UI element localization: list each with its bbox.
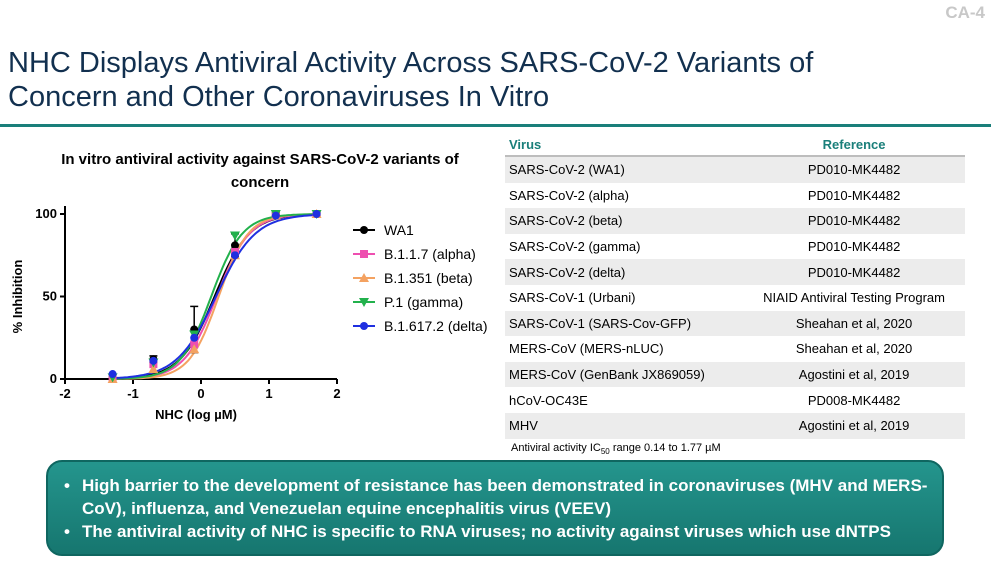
x-axis-label: NHC (log µM)	[155, 407, 237, 422]
legend-marker	[359, 273, 369, 282]
table-cell-virus: SARS-CoV-2 (WA1)	[505, 156, 744, 183]
table-cell-virus: SARS-CoV-1 (Urbani)	[505, 284, 744, 311]
data-point	[230, 231, 240, 241]
table-header-row: Virus Reference	[505, 133, 965, 157]
data-point	[149, 356, 158, 365]
fit-curve-b.1.617.2	[109, 213, 321, 380]
table-cell-reference: PD010-MK4482	[743, 182, 965, 209]
legend-label: B.1.617.2 (delta)	[384, 318, 488, 334]
bullet-dot: •	[64, 522, 70, 541]
data-point	[189, 344, 200, 354]
chart-title: In vitro antiviral activity against SARS…	[61, 151, 459, 191]
table-cell-virus: MERS-CoV (GenBank JX869059)	[505, 361, 744, 388]
table-cell-virus: MERS-CoV (MERS-nLUC)	[505, 336, 744, 362]
ic50-footnote: Antiviral activity IC50 range 0.14 to 1.…	[511, 442, 721, 456]
virus-reference-table: Virus Reference SARS-CoV-2 (WA1) PD010-MK…	[505, 133, 965, 439]
table-cell-reference: Sheahan et al, 2020	[743, 336, 965, 362]
legend-label: B.1.351 (beta)	[384, 270, 473, 286]
legend-label: B.1.1.7 (alpha)	[384, 246, 476, 262]
legend-marker	[360, 250, 368, 258]
callout-bullet-text: High barrier to the development of resis…	[82, 476, 928, 518]
data-point	[108, 370, 117, 379]
table-body: SARS-CoV-2 (WA1) PD010-MK4482 SARS-CoV-2 (…	[505, 156, 965, 439]
table-cell-reference: NIAID Antiviral Testing Program	[743, 284, 965, 311]
dose-response-chart: 0 50 100 -2 -1 0 1 2 NHC (log µM) % Inhibition WA1…	[10, 206, 488, 422]
y-tick-label: 0	[50, 371, 57, 386]
x-tick-label: -1	[127, 386, 139, 401]
table-row: MERS-CoV (GenBank JX869059) Agostini et a…	[505, 361, 965, 388]
table-cell-reference: PD010-MK4482	[743, 259, 965, 285]
footnote-prefix: Antiviral activity IC	[511, 442, 601, 454]
table-cell-reference: PD010-MK4482	[743, 156, 965, 183]
table-cell-reference: PD008-MK4482	[743, 387, 965, 413]
x-tick-label: -2	[59, 386, 71, 401]
y-tick-label: 50	[43, 289, 57, 304]
y-tick-label: 100	[35, 206, 57, 221]
key-points-callout: • High barrier to the development of resi…	[46, 460, 944, 556]
fit-curve-wa1	[109, 213, 320, 380]
legend-label: WA1	[384, 222, 414, 238]
table-cell-virus: SARS-CoV-2 (beta)	[505, 208, 744, 234]
data-point	[312, 210, 321, 218]
table-row: SARS-CoV-2 (gamma) PD010-MK4482	[505, 233, 965, 260]
table-header-virus: Virus	[505, 133, 744, 157]
legend-label: P.1 (gamma)	[384, 294, 463, 310]
table-cell-virus: SARS-CoV-1 (SARS-Cov-GFP)	[505, 310, 744, 337]
data-point	[271, 211, 280, 220]
table-cell-reference: Agostini et al, 2019	[743, 412, 965, 439]
callout-bullet: • The antiviral activity of NHC is specif…	[64, 520, 928, 543]
footnote-subscript: 50	[600, 447, 610, 457]
table-cell-reference: Agostini et al, 2019	[743, 361, 965, 388]
legend-marker	[360, 322, 368, 330]
table-cell-virus: MHV	[505, 412, 744, 439]
fit-curve-p.1	[109, 213, 320, 380]
table-cell-reference: Sheahan et al, 2020	[743, 310, 965, 337]
legend-marker	[359, 298, 369, 307]
bullet-dot: •	[64, 476, 70, 495]
table-row: SARS-CoV-1 (SARS-Cov-GFP) Sheahan et al, …	[505, 310, 965, 337]
table-header-reference: Reference	[743, 133, 965, 157]
legend-marker	[360, 226, 368, 234]
data-point	[148, 364, 159, 374]
table-row: hCoV-OC43E PD008-MK4482	[505, 387, 965, 413]
data-point	[231, 251, 239, 260]
title-divider	[0, 124, 991, 127]
x-tick-label: 0	[197, 386, 204, 401]
callout-bullet-text: The antiviral activity of NHC is specifi…	[82, 522, 891, 541]
callout-bullet: • High barrier to the development of resi…	[64, 474, 928, 520]
table-row: SARS-CoV-2 (delta) PD010-MK4482	[505, 259, 965, 285]
table-row: MHV Agostini et al, 2019	[505, 412, 965, 439]
data-point	[231, 241, 239, 250]
table-cell-reference: PD010-MK4482	[743, 208, 965, 234]
slide-id: CA-4	[945, 3, 985, 22]
x-tick-label: 2	[333, 386, 340, 401]
table-row: MERS-CoV (MERS-nLUC) Sheahan et al, 2020	[505, 336, 965, 362]
table-row: SARS-CoV-2 (beta) PD010-MK4482	[505, 208, 965, 234]
table-cell-virus: SARS-CoV-2 (alpha)	[505, 182, 744, 209]
table-row: SARS-CoV-2 (alpha) PD010-MK4482	[505, 182, 965, 209]
page-title: NHC Displays Antiviral Activity Across S…	[8, 47, 814, 113]
table-row: SARS-CoV-2 (WA1) PD010-MK4482	[505, 156, 965, 183]
table-cell-virus: SARS-CoV-2 (delta)	[505, 259, 744, 285]
y-axis-label: % Inhibition	[10, 260, 25, 334]
table-cell-reference: PD010-MK4482	[743, 233, 965, 260]
table-row: SARS-CoV-1 (Urbani) NIAID Antiviral Testi…	[505, 284, 965, 311]
data-point	[190, 333, 199, 342]
footnote-suffix: range 0.14 to 1.77 µM	[609, 442, 721, 454]
table-cell-virus: SARS-CoV-2 (gamma)	[505, 233, 744, 260]
table-cell-virus: hCoV-OC43E	[505, 387, 744, 413]
x-tick-label: 1	[265, 386, 272, 401]
